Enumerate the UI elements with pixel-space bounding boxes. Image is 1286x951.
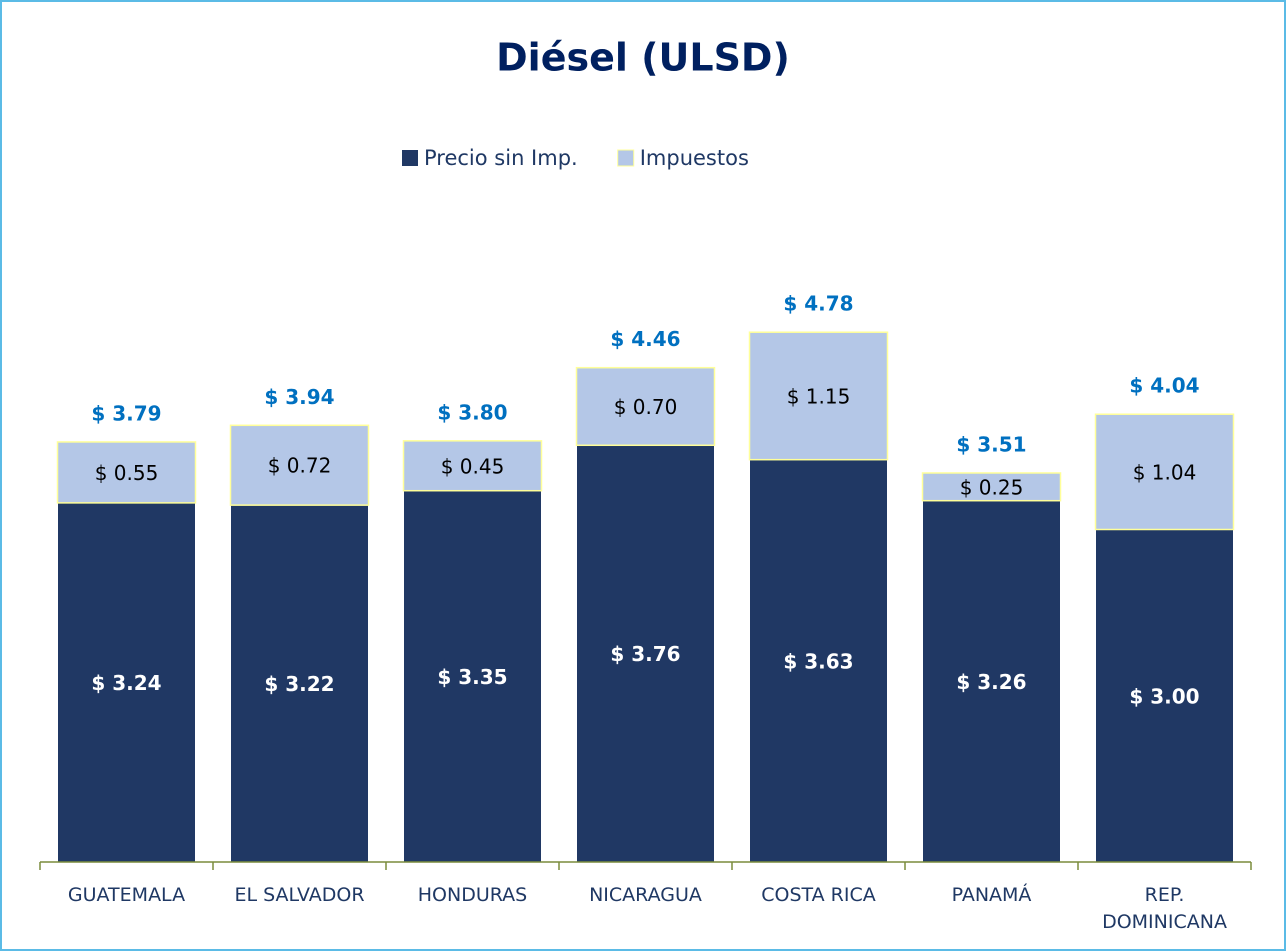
x-tick-label: NICARAGUA xyxy=(589,884,702,906)
data-label: $ 3.00 xyxy=(1129,684,1199,708)
bar-segment xyxy=(230,504,369,863)
bar-segment xyxy=(1094,413,1235,531)
x-tick-label: COSTA RICA xyxy=(761,884,876,906)
bar-segment xyxy=(229,424,370,506)
data-label: $ 3.22 xyxy=(264,672,334,696)
total-label: $ 3.79 xyxy=(91,401,161,425)
x-tick-label: PANAMÁ xyxy=(951,884,1032,906)
x-tick-label: EL SALVADOR xyxy=(234,884,365,906)
chart-title: Diésel (ULSD) xyxy=(496,36,790,80)
data-label: $ 0.72 xyxy=(268,454,332,478)
data-label: $ 3.26 xyxy=(956,670,1026,694)
bar-segment xyxy=(749,459,888,863)
x-tick-label: GUATEMALA xyxy=(67,884,186,906)
bar-segment xyxy=(403,490,542,863)
total-label: $ 3.80 xyxy=(437,400,507,424)
legend-swatch xyxy=(617,149,635,167)
bar-segment xyxy=(748,331,889,461)
x-tick-label: HONDURAS xyxy=(417,884,528,906)
bar-segment xyxy=(575,366,716,447)
data-label: $ 1.04 xyxy=(1133,460,1197,484)
bar-segment xyxy=(921,472,1062,502)
total-label: $ 3.94 xyxy=(264,385,334,409)
legend-label: Precio sin Imp. xyxy=(424,146,578,170)
data-label: $ 0.55 xyxy=(95,461,159,485)
data-label: $ 1.15 xyxy=(787,384,851,408)
total-label: $ 4.78 xyxy=(783,292,853,316)
total-label: $ 4.46 xyxy=(610,327,680,351)
total-label: $ 3.51 xyxy=(956,432,1026,456)
bar-segment xyxy=(56,441,197,504)
legend-swatch xyxy=(402,150,418,166)
total-label: $ 4.04 xyxy=(1129,374,1199,398)
bar-segment xyxy=(922,500,1061,863)
data-label: $ 3.76 xyxy=(610,642,680,666)
bar-segment xyxy=(576,444,715,863)
data-label: $ 3.35 xyxy=(437,665,507,689)
x-tick-label: REP. DOMINICANA xyxy=(1102,884,1227,933)
legend-label: Impuestos xyxy=(640,146,749,170)
data-label: $ 3.63 xyxy=(783,649,853,673)
data-label: $ 0.45 xyxy=(441,454,505,478)
bar-segment xyxy=(57,502,196,863)
data-label: $ 0.25 xyxy=(960,475,1024,499)
bar-segment xyxy=(402,440,543,492)
data-label: $ 3.24 xyxy=(91,671,161,695)
data-label: $ 0.70 xyxy=(614,395,678,419)
